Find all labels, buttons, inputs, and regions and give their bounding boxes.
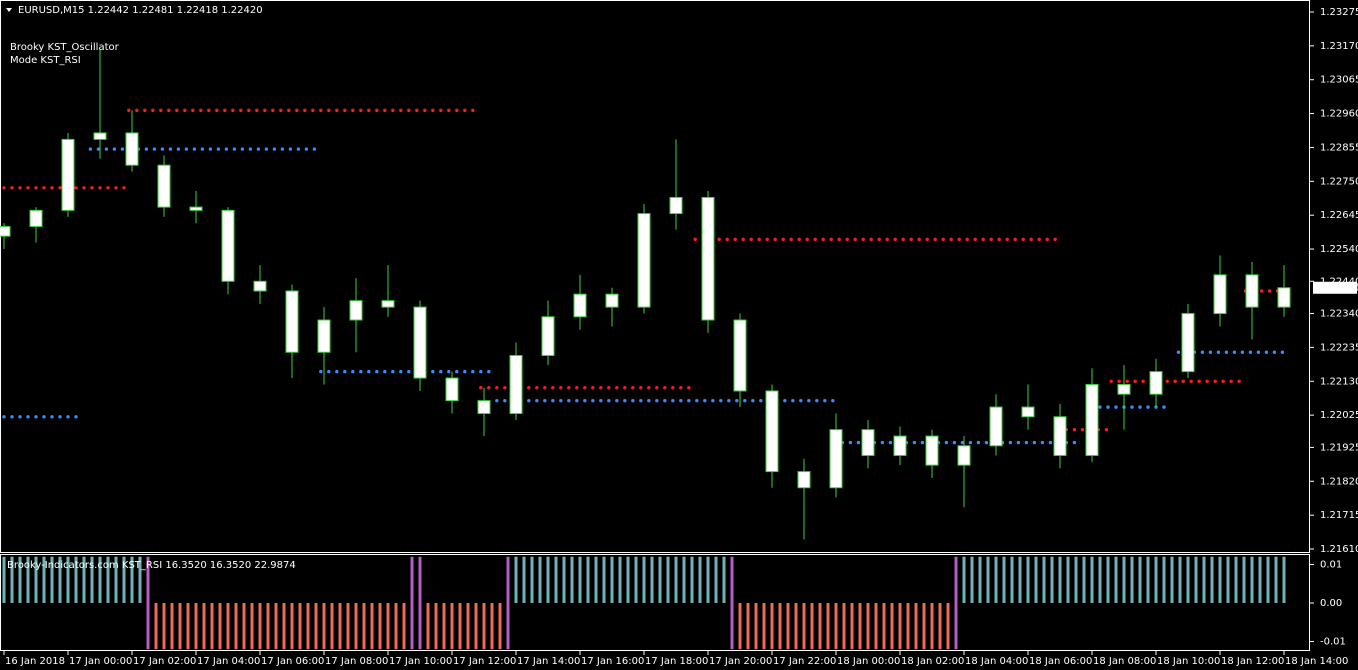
y-tick-label: 1.22855: [1320, 142, 1358, 153]
candle-body: [285, 290, 299, 353]
annotation: Brooky KST_Oscillator: [10, 42, 120, 53]
x-tick-label: 17 Jan 08:00: [325, 656, 388, 667]
x-tick-label: 17 Jan 14:00: [517, 656, 580, 667]
candle-body: [477, 400, 491, 415]
candle-body: [253, 280, 267, 292]
candle-body: [1117, 384, 1131, 395]
x-tick-label: 17 Jan 20:00: [709, 656, 772, 667]
candle-body: [413, 306, 427, 379]
y-tick-label: 1.21925: [1320, 442, 1358, 453]
y-tick-label: 1.22645: [1320, 210, 1358, 221]
candle-body: [989, 406, 1003, 447]
candle-body: [61, 138, 75, 211]
candle-body: [93, 132, 107, 140]
x-tick-label: 18 Jan 12:00: [1221, 656, 1284, 667]
candle-body: [925, 435, 939, 466]
x-tick-label: 18 Jan 04:00: [965, 656, 1028, 667]
x-tick-label: 18 Jan 08:00: [1093, 656, 1156, 667]
current-price-label: 1.22420: [1318, 283, 1358, 294]
x-tick-label: 17 Jan 12:00: [453, 656, 516, 667]
y-tick-label: 1.22025: [1320, 410, 1358, 421]
x-tick-label: 17 Jan 22:00: [773, 656, 836, 667]
candle-body: [797, 471, 811, 489]
y-tick-label: -0.01: [1320, 637, 1346, 648]
y-tick-label: 1.22340: [1320, 309, 1358, 320]
y-tick-label: 1.22130: [1320, 376, 1358, 387]
candle-body: [29, 209, 43, 227]
x-tick-label: 17 Jan 02:00: [133, 656, 196, 667]
y-tick-label: 1.21820: [1320, 476, 1358, 487]
oscillator-title: Brooky-Indicators.com KST_RSI 16.3520 16…: [7, 560, 296, 571]
annotation: Mode KST_RSI: [10, 55, 81, 66]
candle-body: [1213, 274, 1227, 315]
candle-body: [541, 316, 555, 356]
candle-body: [317, 319, 331, 353]
candle-body: [1053, 416, 1067, 456]
y-tick-label: 1.22960: [1320, 109, 1358, 120]
candle-body: [605, 293, 619, 308]
x-tick-label: 17 Jan 10:00: [389, 656, 452, 667]
candle-body: [189, 206, 203, 211]
main-panel: [0, 0, 1310, 553]
candle-body: [893, 435, 907, 456]
x-tick-label: 18 Jan 14:00: [1285, 656, 1348, 667]
candle-body: [221, 209, 235, 282]
menu-arrow[interactable]: [6, 8, 12, 12]
x-tick-label: 18 Jan 00:00: [837, 656, 900, 667]
candle-body: [445, 377, 459, 402]
y-tick-label: 1.23170: [1320, 41, 1358, 52]
x-tick-label: 18 Jan 02:00: [901, 656, 964, 667]
y-tick-label: 1.21610: [1320, 544, 1358, 555]
candle-body: [1021, 406, 1035, 418]
candle-body: [349, 300, 363, 321]
x-tick-label: 16 Jan 2018: [5, 656, 65, 667]
candle-body: [829, 429, 843, 489]
y-tick-label: 1.21715: [1320, 510, 1358, 521]
candle-body: [157, 164, 171, 208]
x-tick-label: 18 Jan 10:00: [1157, 656, 1220, 667]
candle-body: [733, 319, 747, 392]
x-tick-label: 17 Jan 16:00: [581, 656, 644, 667]
x-tick-label: 17 Jan 06:00: [261, 656, 324, 667]
x-tick-label: 17 Jan 04:00: [197, 656, 260, 667]
candle-body: [381, 300, 395, 308]
chart-title: EURUSD,M15 1.22442 1.22481 1.22418 1.224…: [18, 5, 263, 16]
current-price-box: [1313, 281, 1357, 294]
candle-body: [125, 132, 139, 166]
candle-body: [1149, 371, 1163, 395]
x-tick-label: 18 Jan 06:00: [1029, 656, 1092, 667]
x-tick-label: 17 Jan 18:00: [645, 656, 708, 667]
candle-body: [669, 196, 683, 215]
y-tick-label: 1.22235: [1320, 342, 1358, 353]
y-tick-label: 1.22750: [1320, 176, 1358, 187]
candle-body: [701, 196, 715, 321]
candle-body: [573, 293, 587, 318]
y-tick-label: 0.01: [1320, 559, 1342, 570]
candle-body: [637, 213, 651, 308]
x-tick-label: 17 Jan 00:00: [69, 656, 132, 667]
candle-body: [861, 429, 875, 456]
y-tick-label: 1.23275: [1320, 7, 1358, 18]
candle-body: [1181, 313, 1195, 373]
candle-body: [765, 390, 779, 473]
candle-body: [1085, 384, 1099, 456]
candle-body: [509, 354, 523, 415]
candle-body: [957, 445, 971, 466]
candle-body: [0, 225, 11, 237]
y-tick-label: 0.00: [1320, 598, 1342, 609]
y-tick-label: 1.22540: [1320, 244, 1358, 255]
candle-body: [1245, 274, 1259, 308]
y-tick-label: 1.23065: [1320, 75, 1358, 86]
candle-body: [1277, 287, 1291, 308]
